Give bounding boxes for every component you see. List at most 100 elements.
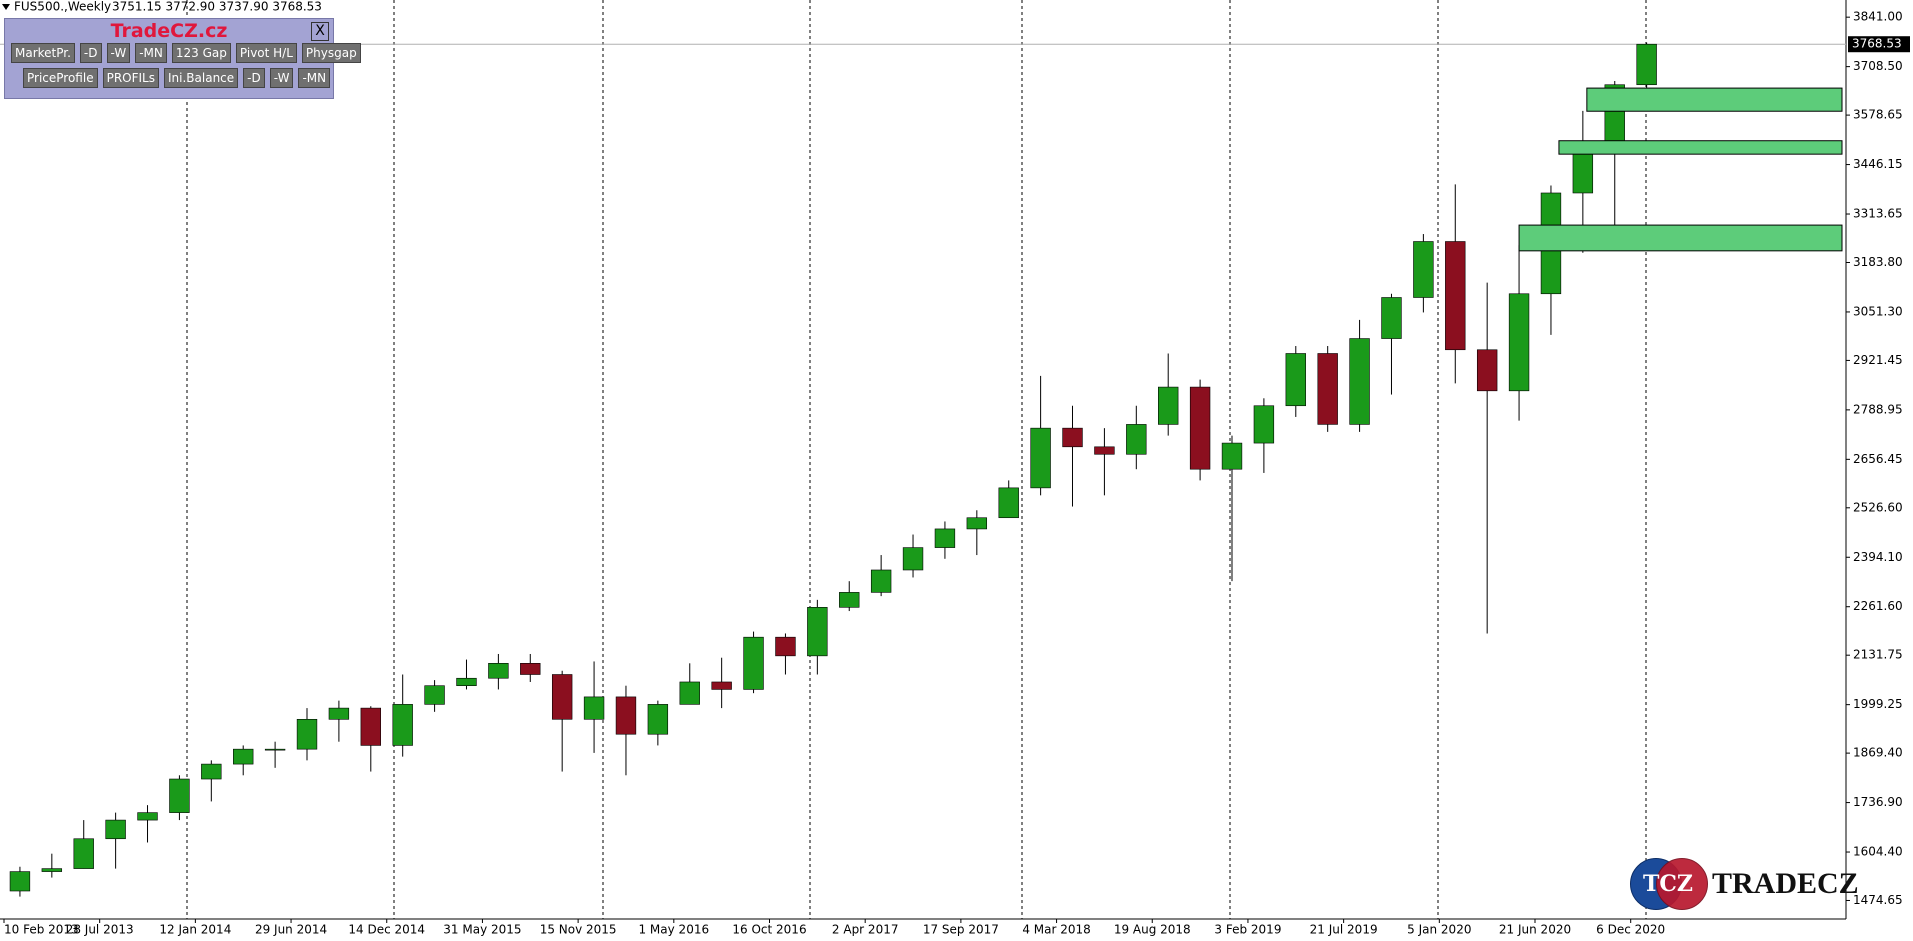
indicator-panel: TradeCZ.cz X MarketPr. -D -W -MN 123 Gap Pivo…	[4, 18, 361, 99]
candle-body	[1126, 424, 1147, 455]
panel-button[interactable]: Pivot H/L	[235, 43, 297, 63]
candle-body	[1285, 353, 1306, 407]
x-tick-label: 29 Jun 2014	[255, 923, 327, 937]
candle-body	[1572, 151, 1594, 194]
y-tick-label: 2394.10	[1853, 550, 1903, 564]
panel-button[interactable]: -MN	[135, 43, 167, 63]
panel-button[interactable]: -D	[243, 68, 265, 88]
panel-button[interactable]: -W	[106, 43, 131, 63]
quote-label: 3751.15 3772.90 3737.90 3768.53	[112, 0, 322, 14]
candle-body	[934, 528, 956, 548]
candle-body	[551, 674, 573, 720]
x-tick-label: 5 Jan 2020	[1407, 923, 1471, 937]
candle-body	[966, 517, 988, 530]
y-tick-label: 1869.40	[1853, 746, 1903, 760]
x-tick-label: 21 Jun 2020	[1499, 923, 1571, 937]
candle-body	[1476, 349, 1498, 392]
logo-text: TRADECZ	[1712, 867, 1859, 900]
button-row: PriceProfile PROFILs Ini.Balance -D -W -MN	[23, 68, 331, 88]
candle-body	[647, 704, 669, 735]
candle-body	[1158, 386, 1179, 425]
logo-mark-text: TCZ	[1643, 871, 1693, 897]
candle-body	[775, 636, 796, 657]
y-tick-label: 2788.95	[1853, 402, 1903, 416]
candle-body	[264, 748, 286, 751]
candle-body	[1253, 405, 1275, 444]
candle-body	[743, 636, 764, 690]
candle-body	[1094, 446, 1115, 455]
candle-body	[488, 663, 509, 679]
candle-body	[41, 868, 63, 872]
y-tick-label: 3051.30	[1853, 304, 1903, 318]
button-row: MarketPr. -D -W -MN 123 Gap Pivot H/L Physgap	[11, 43, 361, 63]
candle-body	[1636, 43, 1657, 86]
panel-button[interactable]: PROFILs	[102, 68, 159, 88]
candle-body	[360, 707, 381, 746]
candle-body	[1062, 427, 1083, 448]
y-tick-label: 3708.50	[1853, 59, 1903, 73]
y-tick-label: 1736.90	[1853, 795, 1903, 809]
candle-body	[233, 748, 254, 765]
x-tick-label: 3 Feb 2019	[1214, 923, 1281, 937]
y-tick-label: 2261.60	[1853, 599, 1903, 613]
candle-body	[902, 547, 924, 571]
candle-body	[583, 696, 605, 720]
y-tick-label: 3183.80	[1853, 255, 1903, 269]
logo-mark: TCZ	[1630, 858, 1708, 910]
price-zone	[1586, 87, 1843, 112]
panel-button[interactable]: PriceProfile	[23, 68, 98, 88]
candle-body	[870, 569, 892, 593]
candle-body	[456, 677, 477, 687]
candle-body	[105, 819, 126, 840]
logo: TCZ TRADECZ	[1630, 858, 1859, 910]
x-tick-label: 1 May 2016	[638, 923, 709, 937]
candle-body	[615, 696, 637, 735]
candle-body	[296, 718, 318, 750]
panel-button[interactable]: -W	[269, 68, 294, 88]
current-price-box	[1848, 36, 1910, 53]
y-tick-label: 3841.00	[1853, 10, 1903, 24]
x-tick-label: 4 Mar 2018	[1022, 923, 1090, 937]
candle-body	[1445, 241, 1466, 351]
y-tick-label: 3313.65	[1853, 207, 1903, 221]
candle-body	[1317, 353, 1338, 425]
panel-button[interactable]: Ini.Balance	[164, 68, 239, 88]
y-tick-label: 2921.45	[1853, 353, 1903, 367]
candle-body	[1221, 442, 1243, 470]
panel-button[interactable]: -MN	[298, 68, 331, 88]
candle-body	[1349, 338, 1370, 425]
x-tick-label: 6 Dec 2020	[1596, 923, 1665, 937]
collapse-arrow	[2, 4, 10, 10]
x-tick-label: 12 Jan 2014	[159, 923, 231, 937]
x-tick-label: 16 Oct 2016	[732, 923, 806, 937]
panel-close[interactable]: X	[311, 22, 329, 41]
y-tick-label: 2526.60	[1853, 500, 1903, 514]
candle-body	[1189, 386, 1211, 470]
symbol-label: FUS500.,Weekly	[14, 0, 111, 14]
panel-button[interactable]: -D	[79, 43, 102, 63]
candle-body	[711, 681, 732, 690]
x-tick-label: 31 May 2015	[443, 923, 521, 937]
period-separators	[186, 0, 1647, 919]
candle-body	[1381, 297, 1402, 339]
candle-body	[9, 871, 31, 892]
y-tick-label: 1999.25	[1853, 697, 1903, 711]
candle-body	[328, 707, 350, 720]
x-tick-label: 15 Nov 2015	[540, 923, 617, 937]
candle-body	[1413, 241, 1434, 298]
panel-button[interactable]: 123 Gap	[171, 43, 231, 63]
price-zone	[1518, 224, 1843, 252]
x-tick-label: 28 Jul 2013	[66, 923, 134, 937]
y-tick-label: 1604.40	[1853, 845, 1903, 859]
candle-body	[424, 685, 445, 705]
candle-body	[1030, 427, 1051, 489]
candle-body	[201, 763, 222, 780]
candle-body	[73, 838, 94, 869]
y-tick-label: 1474.65	[1853, 893, 1903, 907]
panel-button[interactable]: MarketPr.	[11, 43, 75, 63]
panel-button[interactable]: Physgap	[301, 43, 361, 63]
y-tick-label: 3578.65	[1853, 108, 1903, 122]
x-tick-label: 19 Aug 2018	[1114, 923, 1191, 937]
